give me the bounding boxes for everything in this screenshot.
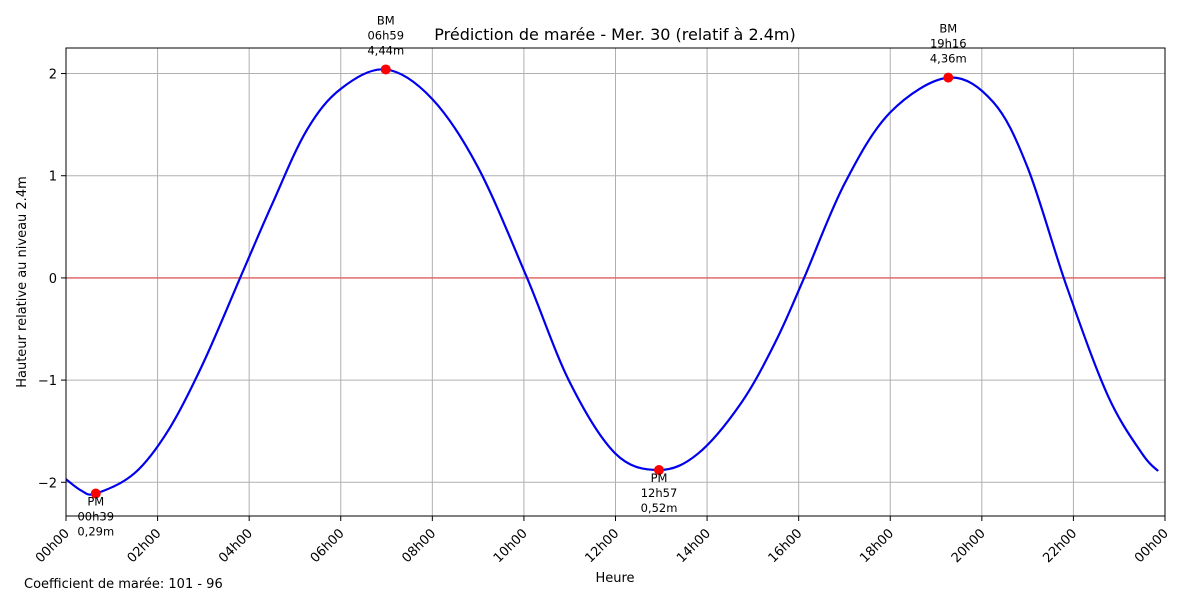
- tide-curve: [65, 68, 1159, 496]
- extremum-height-label: 4,44m: [367, 43, 404, 57]
- extremum-type-label: BM: [939, 22, 957, 36]
- extremum-marker: [380, 64, 391, 75]
- y-tick-label: −2: [38, 476, 57, 491]
- extremum-type-label: PM: [87, 495, 104, 509]
- extrema-markers: PM00h390,29mBM06h594,44mPM12h570,52mBM19…: [77, 13, 966, 538]
- extremum-marker: [90, 488, 101, 499]
- extremum-time-label: 12h57: [641, 486, 678, 500]
- tide-line: [65, 68, 1159, 496]
- y-tick-label: 1: [49, 170, 57, 185]
- extremum-height-label: 4,36m: [930, 52, 967, 66]
- extremum-height-label: 0,52m: [641, 501, 678, 515]
- y-tick-label: −1: [38, 374, 57, 389]
- chart-title: Prédiction de marée - Mer. 30 (relatif à…: [434, 25, 795, 44]
- y-axis-label: Hauteur relative au niveau 2.4m: [15, 176, 30, 388]
- y-tick-label: 0: [49, 272, 57, 287]
- extremum-marker: [943, 72, 954, 83]
- x-axis-label: Heure: [595, 571, 634, 586]
- extremum-height-label: 0,29m: [77, 525, 114, 539]
- extremum-time-label: 00h39: [77, 510, 114, 524]
- extremum-type-label: PM: [651, 471, 668, 485]
- extremum-time-label: 19h16: [930, 37, 967, 51]
- extremum-marker: [654, 465, 665, 476]
- y-tick-label: 2: [49, 68, 57, 83]
- extremum-type-label: BM: [377, 13, 395, 27]
- extremum-time-label: 06h59: [367, 28, 404, 42]
- tide-coefficient-text: Coefficient de marée: 101 - 96: [24, 577, 223, 592]
